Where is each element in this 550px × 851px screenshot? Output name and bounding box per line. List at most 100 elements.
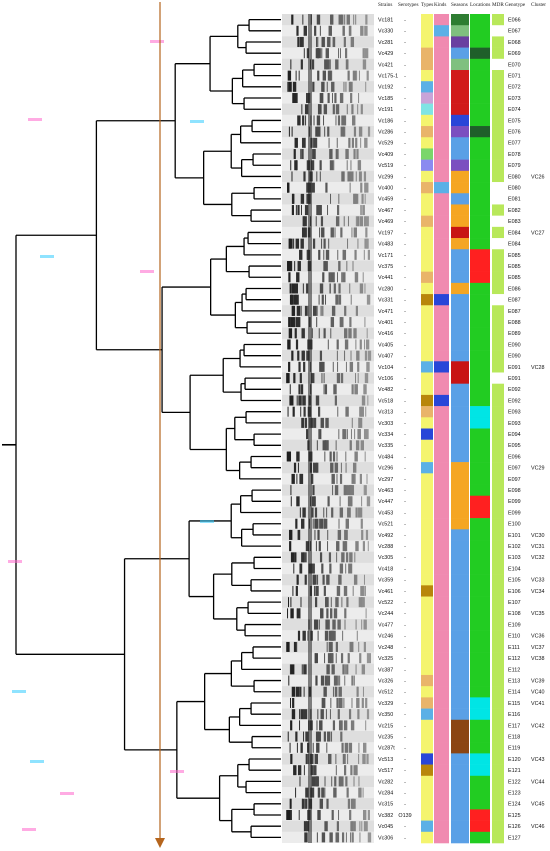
seasons-cell [451,574,469,586]
gel-band [310,563,314,574]
gel-band [297,350,300,361]
gel-band [319,798,324,809]
strain-label: Vc104 [378,365,393,371]
gel-band [342,541,347,552]
genotype-label: E090 [508,354,521,360]
serotype-label: - [404,421,406,427]
gel-band [315,126,319,137]
gel-band [304,798,306,809]
gel-lane [282,450,374,463]
gel-band [320,305,322,316]
locations-cell [470,473,490,485]
strain-label: Vc387 [378,667,393,673]
serotype-label: - [404,690,406,696]
kinds-cell [434,215,449,228]
gel-band [364,451,366,462]
seasons-cell [451,271,469,284]
locations-cell [470,585,490,597]
gel-band [343,81,345,92]
gel-band [317,529,319,540]
kinds-cell [434,406,449,418]
gel-band [350,821,353,832]
gel-band [362,541,366,552]
gel-band [315,216,317,227]
gel-band [337,406,339,417]
genotype-label: E108 [508,611,521,617]
gel-band [295,518,298,529]
gel-band [327,440,329,451]
gel-band [314,776,319,787]
gel-band [329,653,334,664]
mdr-cell [492,350,504,362]
types-cell [421,697,433,709]
gel-band [320,417,324,428]
artefact-speck [150,40,164,43]
gel-band [318,541,321,552]
gel-band [330,227,334,238]
seasons-cell [451,596,469,609]
gel-band [313,115,315,126]
gel-band [352,585,354,596]
locations-cell [470,529,490,541]
mdr-cell [492,697,504,709]
gel-band [321,294,324,305]
gel-band [300,742,303,753]
kinds-cell [434,686,449,698]
serotype-label: - [404,152,406,158]
gel-band [366,709,370,720]
gel-band [324,261,328,272]
gel-band [363,742,367,753]
gel-band [344,765,346,776]
gel-band [296,317,301,328]
header-mdr: MDR [492,2,504,8]
gel-band [363,339,365,350]
gel-band [293,641,297,652]
gel-band [316,14,321,25]
types-cell [421,630,433,642]
gel-band [295,205,297,216]
types-cell [421,159,433,172]
gel-band [358,171,362,182]
serotype-label: - [404,230,406,236]
kinds-cell [434,630,449,642]
mdr-cell [492,831,504,844]
gel-band [358,507,363,518]
seasons-cell [451,551,469,564]
gel-band [320,675,325,686]
mdr-cell [492,630,504,642]
gel-band [343,664,345,675]
gel-band [343,126,346,137]
gel-band [356,630,358,641]
kinds-cell [434,14,449,26]
gel-band [288,317,291,328]
gel-band [353,574,358,585]
gel-band [351,563,353,574]
seasons-cell [451,753,469,765]
gel-band [293,373,296,384]
types-cell [421,148,433,160]
gel-band [336,821,339,832]
gel-band [298,70,300,81]
gel-lane [282,103,374,115]
seasons-cell [451,529,469,541]
locations-cell [470,663,490,676]
gel-band [339,496,341,507]
gel-band [336,350,338,361]
gel-band [297,37,300,48]
kinds-cell [434,36,449,48]
gel-band [318,249,321,260]
gel-band [312,742,314,753]
gel-band [354,473,356,484]
locations-cell [470,831,490,844]
gel-band [344,339,349,350]
gel-band [314,507,318,518]
mdr-cell [492,742,504,754]
gel-band [346,429,348,440]
gel-band [366,429,369,440]
gel-band [361,193,364,204]
kinds-cell [434,652,449,665]
gel-band [317,630,319,641]
types-cell [421,674,433,687]
gel-band [355,14,357,25]
gel-band [355,339,357,350]
